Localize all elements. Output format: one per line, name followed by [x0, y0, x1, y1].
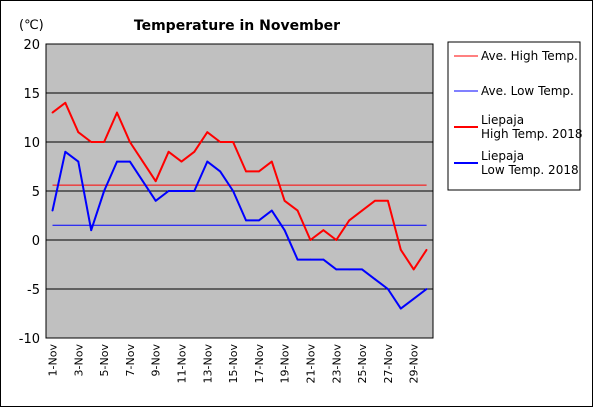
data-point	[425, 248, 428, 251]
data-point	[103, 141, 105, 143]
data-point	[128, 141, 131, 143]
data-point	[412, 268, 415, 271]
legend-label-2-line-1: High Temp. 2018	[481, 127, 583, 141]
data-point	[270, 209, 273, 212]
data-point	[51, 111, 54, 114]
x-tick-label: 5-Nov	[98, 344, 111, 377]
x-tick-label: 17-Nov	[253, 344, 266, 384]
data-point	[128, 160, 131, 163]
chart-title: Temperature in November	[134, 18, 340, 34]
legend-box	[447, 41, 581, 191]
data-point	[374, 278, 376, 281]
x-tick-label: 9-Nov	[150, 344, 163, 377]
x-tick-label: 23-Nov	[330, 344, 343, 384]
data-point	[232, 141, 234, 143]
data-point	[348, 219, 351, 222]
data-point	[257, 170, 260, 173]
data-point	[335, 239, 338, 241]
data-point	[193, 150, 196, 153]
data-point	[90, 229, 93, 232]
data-point	[180, 160, 183, 163]
data-point	[232, 190, 234, 192]
legend-label-1: Ave. Low Temp.	[481, 84, 574, 98]
series-line-3	[51, 150, 428, 310]
data-point	[219, 141, 222, 143]
x-tick-label: 13-Nov	[201, 344, 214, 384]
data-point	[116, 111, 118, 114]
y-tick-label: 15	[23, 87, 40, 102]
data-point	[309, 258, 312, 261]
legend-label-3-line-0: Liepaja	[481, 149, 524, 163]
x-tick-label: 19-Nov	[279, 344, 292, 384]
data-point	[283, 229, 286, 232]
data-point	[309, 239, 312, 241]
data-point	[193, 190, 196, 192]
data-point	[206, 160, 209, 163]
data-point	[361, 268, 363, 271]
y-tick-label: 20	[23, 38, 40, 53]
data-point	[154, 199, 157, 202]
data-point	[64, 101, 67, 104]
data-point	[154, 180, 157, 183]
y-tick-label: -10	[19, 332, 40, 347]
data-point	[141, 160, 144, 163]
data-point	[167, 150, 170, 153]
data-point	[219, 170, 222, 173]
data-point	[335, 268, 338, 271]
plot-area: -10 -5 0 5 10 15 20 1-Nov 3-Nov 5-Nov 7-Nov 9-Nov 11…	[19, 38, 434, 384]
y-tick-label: -5	[27, 283, 40, 298]
data-point	[167, 190, 170, 192]
data-point	[322, 229, 325, 232]
data-point	[90, 141, 93, 143]
x-tick-label: 29-Nov	[408, 344, 421, 384]
data-point	[283, 199, 286, 202]
data-point	[386, 199, 389, 202]
x-tick-label: 21-Nov	[304, 344, 317, 384]
data-point	[386, 288, 389, 290]
data-point	[296, 209, 299, 212]
x-tick-label: 25-Nov	[356, 344, 369, 384]
data-point	[206, 131, 209, 134]
data-point	[348, 268, 351, 271]
x-tick-label: 11-Nov	[175, 344, 188, 384]
data-point	[141, 180, 144, 183]
data-point	[64, 150, 67, 153]
data-point	[399, 307, 402, 310]
data-point	[245, 170, 247, 173]
x-tick-label: 27-Nov	[382, 344, 395, 384]
data-point	[412, 297, 415, 300]
y-tick-label: 5	[32, 185, 40, 200]
legend-label-2-line-0: Liepaja	[481, 113, 524, 127]
data-point	[180, 190, 183, 192]
y-tick-label: 10	[23, 136, 40, 151]
data-point	[77, 160, 80, 163]
legend: Ave. High Temp.Ave. Low Temp.LiepajaHigh…	[447, 41, 583, 191]
y-tick-label: 0	[32, 234, 40, 249]
data-point	[77, 131, 80, 134]
series-line-2	[51, 101, 428, 271]
data-point	[361, 209, 363, 212]
legend-label-3-line-1: Low Temp. 2018	[481, 163, 579, 177]
x-tick-label: 1-Nov	[46, 344, 59, 377]
data-point	[103, 190, 105, 192]
data-point	[322, 258, 325, 261]
data-point	[270, 160, 273, 163]
data-point	[245, 219, 247, 222]
data-point	[296, 258, 299, 261]
x-tick-label: 7-Nov	[124, 344, 137, 377]
data-point	[257, 219, 260, 222]
data-point	[425, 288, 428, 290]
data-point	[374, 199, 376, 202]
data-point	[51, 209, 54, 212]
legend-label-0: Ave. High Temp.	[481, 49, 578, 63]
data-point	[116, 160, 118, 163]
y-unit-label: (℃)	[19, 18, 44, 33]
data-point	[399, 248, 402, 251]
x-tick-label: 15-Nov	[227, 344, 240, 384]
x-tick-label: 3-Nov	[72, 344, 85, 377]
